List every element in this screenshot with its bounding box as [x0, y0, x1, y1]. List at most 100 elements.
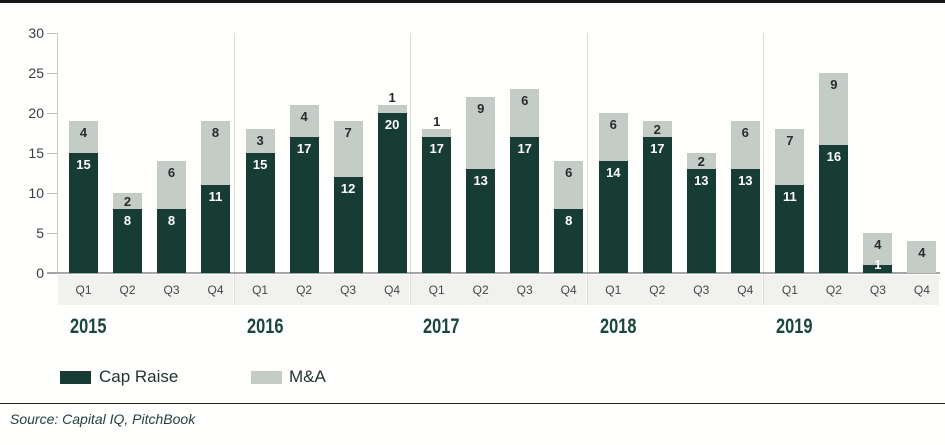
bar-segment-mna — [245, 129, 275, 153]
bar-segment-mna — [377, 105, 407, 113]
value-label-mna: 1 — [388, 90, 396, 105]
value-label-cap-raise: 13 — [738, 173, 753, 188]
value-label-cap-raise: 13 — [694, 173, 709, 188]
value-label-mna: 6 — [741, 125, 749, 140]
y-axis-tick-label: 20 — [28, 105, 44, 121]
quarter-label: Q3 — [693, 283, 710, 297]
value-label-cap-raise: 20 — [384, 117, 400, 132]
bar-segment-mna — [466, 97, 496, 169]
quarter-label: Q3 — [516, 283, 533, 297]
bar-segment-cap-raise — [642, 137, 672, 273]
y-axis-tick-mark — [47, 193, 57, 194]
value-label-mna: 8 — [211, 125, 220, 140]
quarter-label-band — [411, 275, 586, 305]
value-label-mna: 9 — [830, 77, 838, 92]
legend-swatch-cap-raise — [60, 371, 91, 384]
value-label-cap-raise: 17 — [429, 141, 444, 156]
year-label: 2017 — [423, 315, 460, 338]
quarter-label: Q3 — [869, 283, 886, 297]
value-label-cap-raise: 11 — [783, 189, 797, 204]
quarter-label: Q4 — [913, 283, 930, 297]
quarter-label-band — [587, 275, 763, 305]
bar-segment-mna — [333, 121, 363, 177]
bar-segment-cap-raise — [730, 169, 760, 273]
value-label-mna: 9 — [477, 101, 485, 116]
legend-label-mna: M&A — [289, 367, 326, 386]
value-label-cap-raise: 11 — [208, 189, 223, 204]
bar-segment-mna — [422, 129, 452, 137]
bar-segment-mna — [642, 121, 672, 137]
value-label-mna: 2 — [653, 121, 661, 137]
value-label-mna: 2 — [123, 193, 132, 209]
plot-area: 0 5 10 15 20 25 30 15 4 Q1 8 2 Q2 8 6 Q3 11 8 Q4 2015 15 3 Q1 1… — [0, 3, 945, 445]
quarter-label: Q4 — [207, 283, 224, 297]
quarter-label-band — [58, 275, 233, 305]
value-label-mna: 4 — [79, 125, 88, 140]
y-axis-tick-mark — [47, 113, 57, 114]
bar-segment-cap-raise — [510, 137, 540, 273]
value-label-cap-raise: 16 — [826, 149, 842, 164]
bar-segment-cap-raise — [201, 185, 230, 273]
legend-swatch-mna — [251, 371, 282, 384]
quarter-label: Q1 — [428, 283, 445, 297]
bar-segment-cap-raise — [598, 161, 628, 273]
bar-segment-cap-raise — [69, 153, 98, 273]
bar-segment-mna — [157, 161, 186, 209]
value-label-cap-raise: 8 — [565, 213, 573, 228]
quarter-label: Q1 — [75, 283, 92, 297]
value-label-mna: 6 — [565, 165, 573, 180]
value-label-cap-raise: 15 — [252, 157, 268, 172]
value-label-mna: 1 — [433, 114, 441, 129]
y-axis-line — [57, 33, 58, 273]
bar-segment-mna — [598, 113, 628, 161]
quarter-label: Q1 — [252, 283, 269, 297]
bar-segment-cap-raise — [422, 137, 452, 273]
value-label-mna: 4 — [300, 109, 308, 124]
bar-segment-cap-raise — [289, 137, 319, 273]
bar-segment-cap-raise — [113, 209, 142, 273]
y-axis-tick-label: 30 — [28, 25, 44, 41]
year-label: 2018 — [599, 315, 637, 338]
y-axis-tick-label: 25 — [28, 65, 44, 81]
bar-segment-cap-raise — [157, 209, 186, 273]
value-label-cap-raise: 15 — [76, 157, 91, 172]
value-label-cap-raise: 8 — [167, 213, 176, 228]
quarter-label: Q1 — [781, 283, 798, 297]
y-axis-tick-mark — [47, 33, 57, 34]
bar-segment-cap-raise — [377, 113, 407, 273]
bar-segment-mna — [863, 233, 893, 265]
quarter-label-band — [764, 275, 939, 305]
legend-label-cap-raise: Cap Raise — [99, 367, 179, 386]
bar-segment-mna — [113, 193, 142, 209]
bar-segment-mna — [819, 73, 849, 145]
y-axis-tick-label: 15 — [28, 145, 44, 161]
bar-segment-cap-raise — [245, 153, 275, 273]
y-axis-tick-mark — [47, 233, 57, 234]
quarter-label: Q2 — [472, 283, 489, 297]
bar-segment-mna — [289, 105, 319, 137]
value-label-mna: 3 — [256, 133, 264, 148]
quarter-label: Q3 — [340, 283, 357, 297]
bar-segment-cap-raise — [819, 145, 849, 273]
value-label-mna: 6 — [609, 117, 617, 132]
quarter-label: Q2 — [649, 283, 666, 297]
quarter-label: Q4 — [560, 283, 577, 297]
value-label-mna: 4 — [918, 245, 926, 260]
bar-segment-cap-raise — [554, 209, 584, 273]
value-label-cap-raise: 14 — [606, 165, 621, 180]
quarter-label: Q3 — [163, 283, 180, 297]
y-axis-tick-mark — [47, 153, 57, 154]
bar-segment-mna — [69, 121, 98, 153]
bar-segment-cap-raise — [466, 169, 496, 273]
quarter-label: Q4 — [384, 283, 401, 297]
value-label-mna: 7 — [344, 125, 352, 140]
value-label-mna: 2 — [697, 153, 705, 169]
value-label-cap-raise: 17 — [296, 141, 312, 156]
quarter-label: Q1 — [605, 283, 622, 297]
quarter-label: Q2 — [296, 283, 313, 297]
year-label: 2015 — [70, 315, 107, 338]
value-label-mna: 6 — [167, 165, 176, 180]
bar-segment-mna — [201, 121, 230, 185]
y-axis-tick-label: 0 — [36, 265, 44, 281]
